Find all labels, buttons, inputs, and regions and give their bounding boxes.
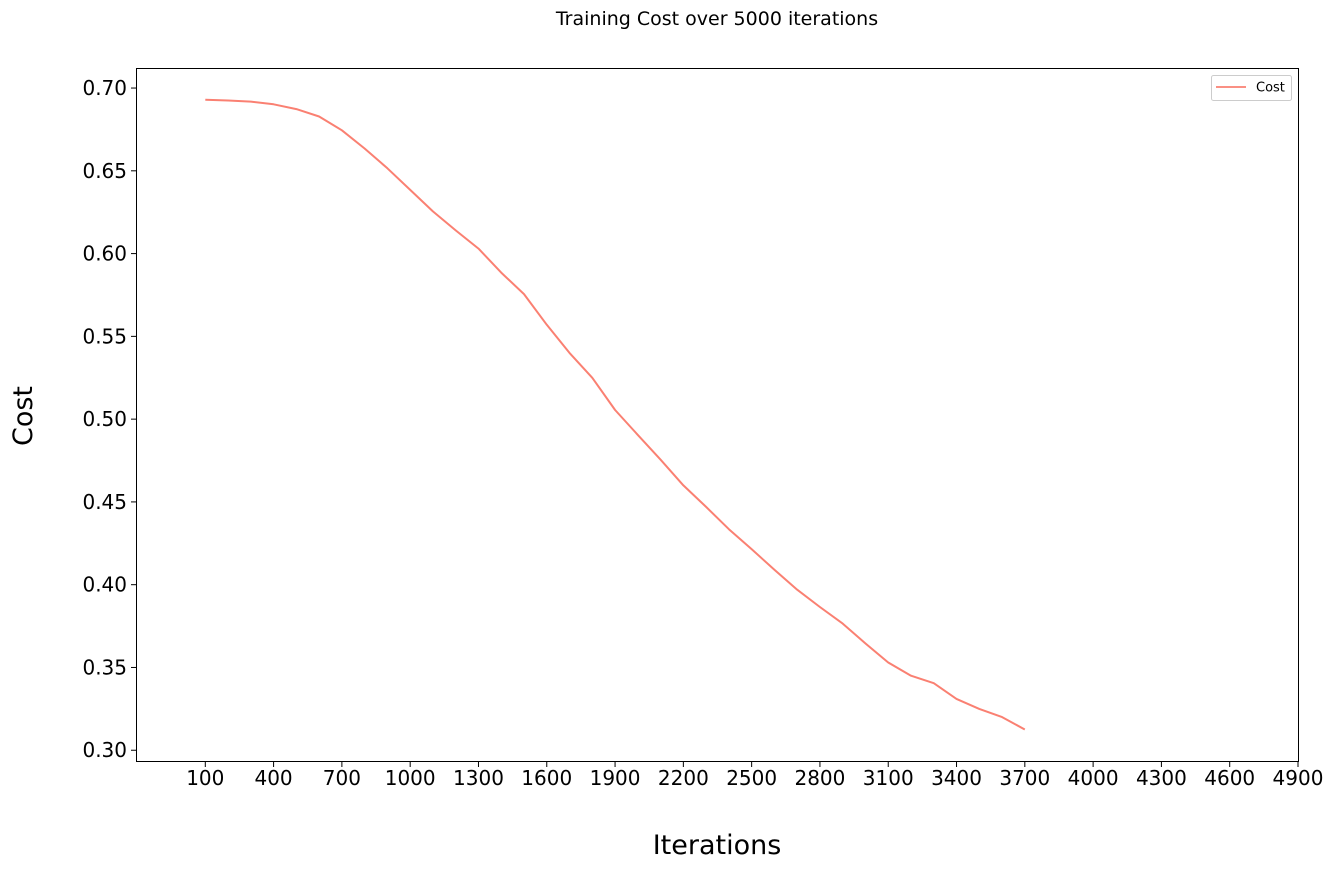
x-tick-label: 4600 [1204, 766, 1255, 790]
series-line-cost [205, 98, 1026, 731]
y-tick-label: 0.40 [82, 573, 127, 597]
x-axis-ticks: 100 400 700 1000 1300 1600 1900 2200 2500 2800 310… [186, 761, 1323, 790]
x-tick-label: 4000 [1068, 766, 1119, 790]
x-tick-label: 1600 [521, 766, 572, 790]
chart-title: Training Cost over 5000 iterations [555, 8, 878, 30]
x-axis-label: Iterations [653, 830, 782, 861]
y-tick-label: 0.50 [82, 407, 127, 431]
x-tick-label: 2200 [658, 766, 709, 790]
y-tick-label: 0.55 [82, 324, 127, 348]
x-tick-label: 1300 [453, 766, 504, 790]
y-tick-label: 0.70 [82, 76, 127, 100]
y-tick-label: 0.65 [82, 159, 127, 183]
x-tick-label: 1000 [385, 766, 436, 790]
x-tick-label: 1900 [590, 766, 641, 790]
legend-label-cost: Cost [1256, 81, 1285, 96]
legend: Cost [1211, 75, 1292, 101]
y-tick-label: 0.60 [82, 242, 127, 266]
y-axis-ticks: 0.30 0.35 0.40 0.45 0.50 0.55 0.60 0.65 0.70 [82, 76, 137, 762]
y-tick-label: 0.45 [82, 490, 127, 514]
x-tick-label: 4900 [1273, 766, 1324, 790]
x-tick-label: 400 [254, 766, 292, 790]
x-tick-label: 2800 [794, 766, 845, 790]
y-tick-label: 0.30 [82, 738, 127, 762]
legend-box [1211, 75, 1292, 101]
x-tick-label: 2500 [726, 766, 777, 790]
y-axis-label: Cost [8, 386, 39, 446]
x-tick-label: 700 [323, 766, 361, 790]
x-tick-label: 3100 [863, 766, 914, 790]
x-tick-label: 4300 [1136, 766, 1187, 790]
y-tick-label: 0.35 [82, 655, 127, 679]
plot-frame [136, 68, 1299, 762]
x-tick-label: 3700 [999, 766, 1050, 790]
plot-area [205, 98, 1026, 731]
x-tick-label: 3400 [931, 766, 982, 790]
x-tick-label: 100 [186, 766, 224, 790]
